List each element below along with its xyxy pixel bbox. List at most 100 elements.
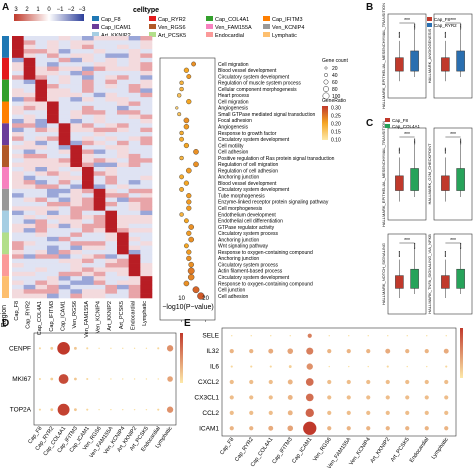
heatmap-cell (47, 162, 59, 168)
heatmap-cell (70, 197, 83, 203)
heatmap-cell (23, 158, 36, 163)
heatmap-cell (82, 206, 94, 211)
heatmap-cell (70, 70, 83, 76)
boxplot-outlier (444, 31, 446, 34)
celltype-legend-label: Ven_KCNIP4 (272, 25, 304, 31)
heatmap-cell (93, 118, 106, 124)
heatmap-cell (47, 57, 59, 63)
heatmap-cell (93, 66, 106, 72)
go-term-dot (186, 205, 192, 211)
heatmap-cell (93, 110, 106, 115)
heatmap-cell (58, 201, 71, 207)
heatmap-cell (23, 153, 36, 159)
heatmap-cell (117, 254, 129, 259)
boxplot-box (410, 268, 419, 289)
dotplot-dot (249, 379, 254, 385)
dotplot-dot (305, 408, 314, 418)
heatmap-cell (35, 57, 48, 63)
heatmap-cell (140, 70, 153, 76)
heatmap-cell (105, 258, 118, 264)
region-bar-segment (2, 276, 9, 298)
heatmap-cell (140, 127, 153, 133)
dotplot-dot (327, 426, 332, 431)
heatmap-cell (70, 40, 83, 46)
heatmap-cell (12, 123, 24, 128)
heatmap-cell (35, 180, 48, 185)
heatmap-cell (117, 210, 129, 216)
heatmap-cell (128, 53, 141, 59)
heatmap-cell (12, 188, 24, 194)
region-row-label: Region (1, 305, 8, 327)
heatmap-cell (35, 158, 48, 163)
go-x-tick-label: 10 (178, 296, 185, 302)
heatmap-cell (93, 97, 106, 102)
heatmap-cell (93, 175, 106, 181)
heatmap-cell (117, 75, 129, 80)
boxplot-outlier (444, 152, 446, 154)
heatmap-column-label: Cap_F8 (14, 301, 20, 321)
go-term-label: Focal adhesion (218, 118, 252, 124)
heatmap-cell (47, 84, 59, 89)
heatmap-cell (70, 36, 83, 41)
heatmap-cell (47, 289, 59, 294)
boxplot-y-label: HALLMARK_ANGIOGENESIS (427, 28, 432, 83)
heatmap-cell (128, 188, 141, 194)
heatmap-cell (105, 145, 118, 150)
gene-ratio-legend: GeneRatio 0.30 0.25 0.20 0.15 0.10 (322, 98, 346, 144)
dotplot-dot (110, 408, 112, 411)
heatmap-cell (93, 206, 106, 211)
panel-letter-c: C (366, 118, 374, 129)
heatmap-cell (70, 66, 83, 72)
dotplot-dot (110, 347, 112, 350)
heatmap-cell (58, 110, 71, 115)
heatmap-cell (47, 132, 59, 137)
heatmap-cell (105, 236, 118, 242)
heatmap-cell (93, 162, 106, 168)
heatmap-cell (47, 263, 59, 268)
dotplot-dot (327, 379, 332, 385)
dotplot-dot (167, 376, 173, 382)
heatmap-cell (70, 175, 83, 181)
heatmap-cell (23, 84, 36, 89)
go-term-label: Heart process (218, 93, 250, 99)
heatmap-cell (140, 258, 153, 264)
heatmap-cell (70, 101, 83, 107)
heatmap-cell (128, 88, 141, 94)
heatmap-cell (58, 62, 71, 67)
heatmap-cell (105, 188, 118, 194)
heatmap-cell (82, 215, 94, 220)
dotplot-dot (231, 335, 233, 337)
boxplot-outlier (444, 254, 446, 256)
boxplot-outlier (460, 24, 462, 26)
boxplot-outlier (414, 142, 416, 144)
heatmap-cell (70, 97, 83, 102)
heatmap-cell (117, 215, 129, 220)
heatmap-cell (47, 44, 59, 50)
boxplot-legend-swatch (427, 17, 432, 21)
heatmap-cell (128, 249, 141, 255)
heatmap-cell (47, 136, 59, 142)
heatmap-cell (105, 184, 118, 190)
celltype-legend-label: Cap_ICAM1 (101, 25, 131, 31)
boxplot-frame (433, 13, 473, 99)
dotplot-dot (50, 377, 54, 381)
heatmap-cell (93, 223, 106, 229)
heatmap-cell (35, 223, 48, 229)
dotplot-dot (287, 379, 293, 385)
boxplot-outlier (460, 27, 462, 29)
heatmap-cell (140, 197, 153, 203)
heatmap-cell (70, 289, 83, 294)
boxplot-outlier (398, 31, 400, 34)
scale-tick: −1 (57, 7, 65, 13)
dotplot-dot (366, 426, 371, 431)
boxplot-box (410, 168, 419, 191)
heatmap-cell (12, 149, 24, 155)
heatmap-cell (12, 101, 24, 107)
heatmap-cell (105, 249, 118, 255)
heatmap-cell (82, 132, 94, 137)
heatmap-cell (128, 245, 141, 251)
dotplot-dot (249, 410, 254, 415)
heatmap-cell (35, 188, 48, 194)
heatmap-cell (70, 92, 83, 98)
heatmap-cell (82, 145, 94, 150)
